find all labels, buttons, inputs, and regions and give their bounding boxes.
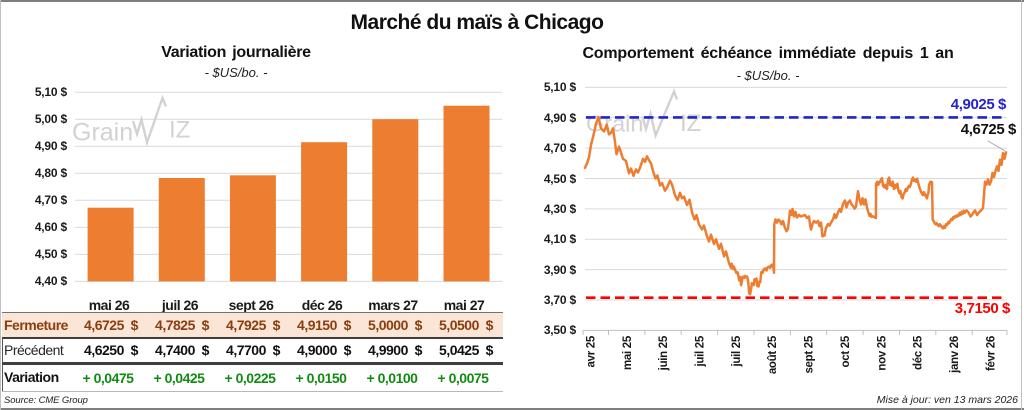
svg-text:oct 25: oct 25 <box>840 335 852 367</box>
svg-text:IZ: IZ <box>680 110 701 137</box>
svg-text:févr 26: févr 26 <box>986 336 998 371</box>
svg-text:IZ: IZ <box>169 117 190 144</box>
svg-text:avr 25: avr 25 <box>585 335 597 367</box>
svg-text:juil 25: juil 25 <box>731 335 743 367</box>
svg-text:sept 25: sept 25 <box>804 335 816 373</box>
svg-text:juil 25: juil 25 <box>695 335 707 367</box>
svg-text:nov 25: nov 25 <box>876 335 888 371</box>
svg-text:Grain: Grain <box>72 119 133 147</box>
svg-text:janv 26: janv 26 <box>949 336 961 374</box>
svg-text:août 25: août 25 <box>767 335 779 374</box>
svg-text:mai 25: mai 25 <box>622 335 634 370</box>
svg-text:déc 25: déc 25 <box>913 335 925 370</box>
svg-text:juin 25: juin 25 <box>658 335 670 371</box>
